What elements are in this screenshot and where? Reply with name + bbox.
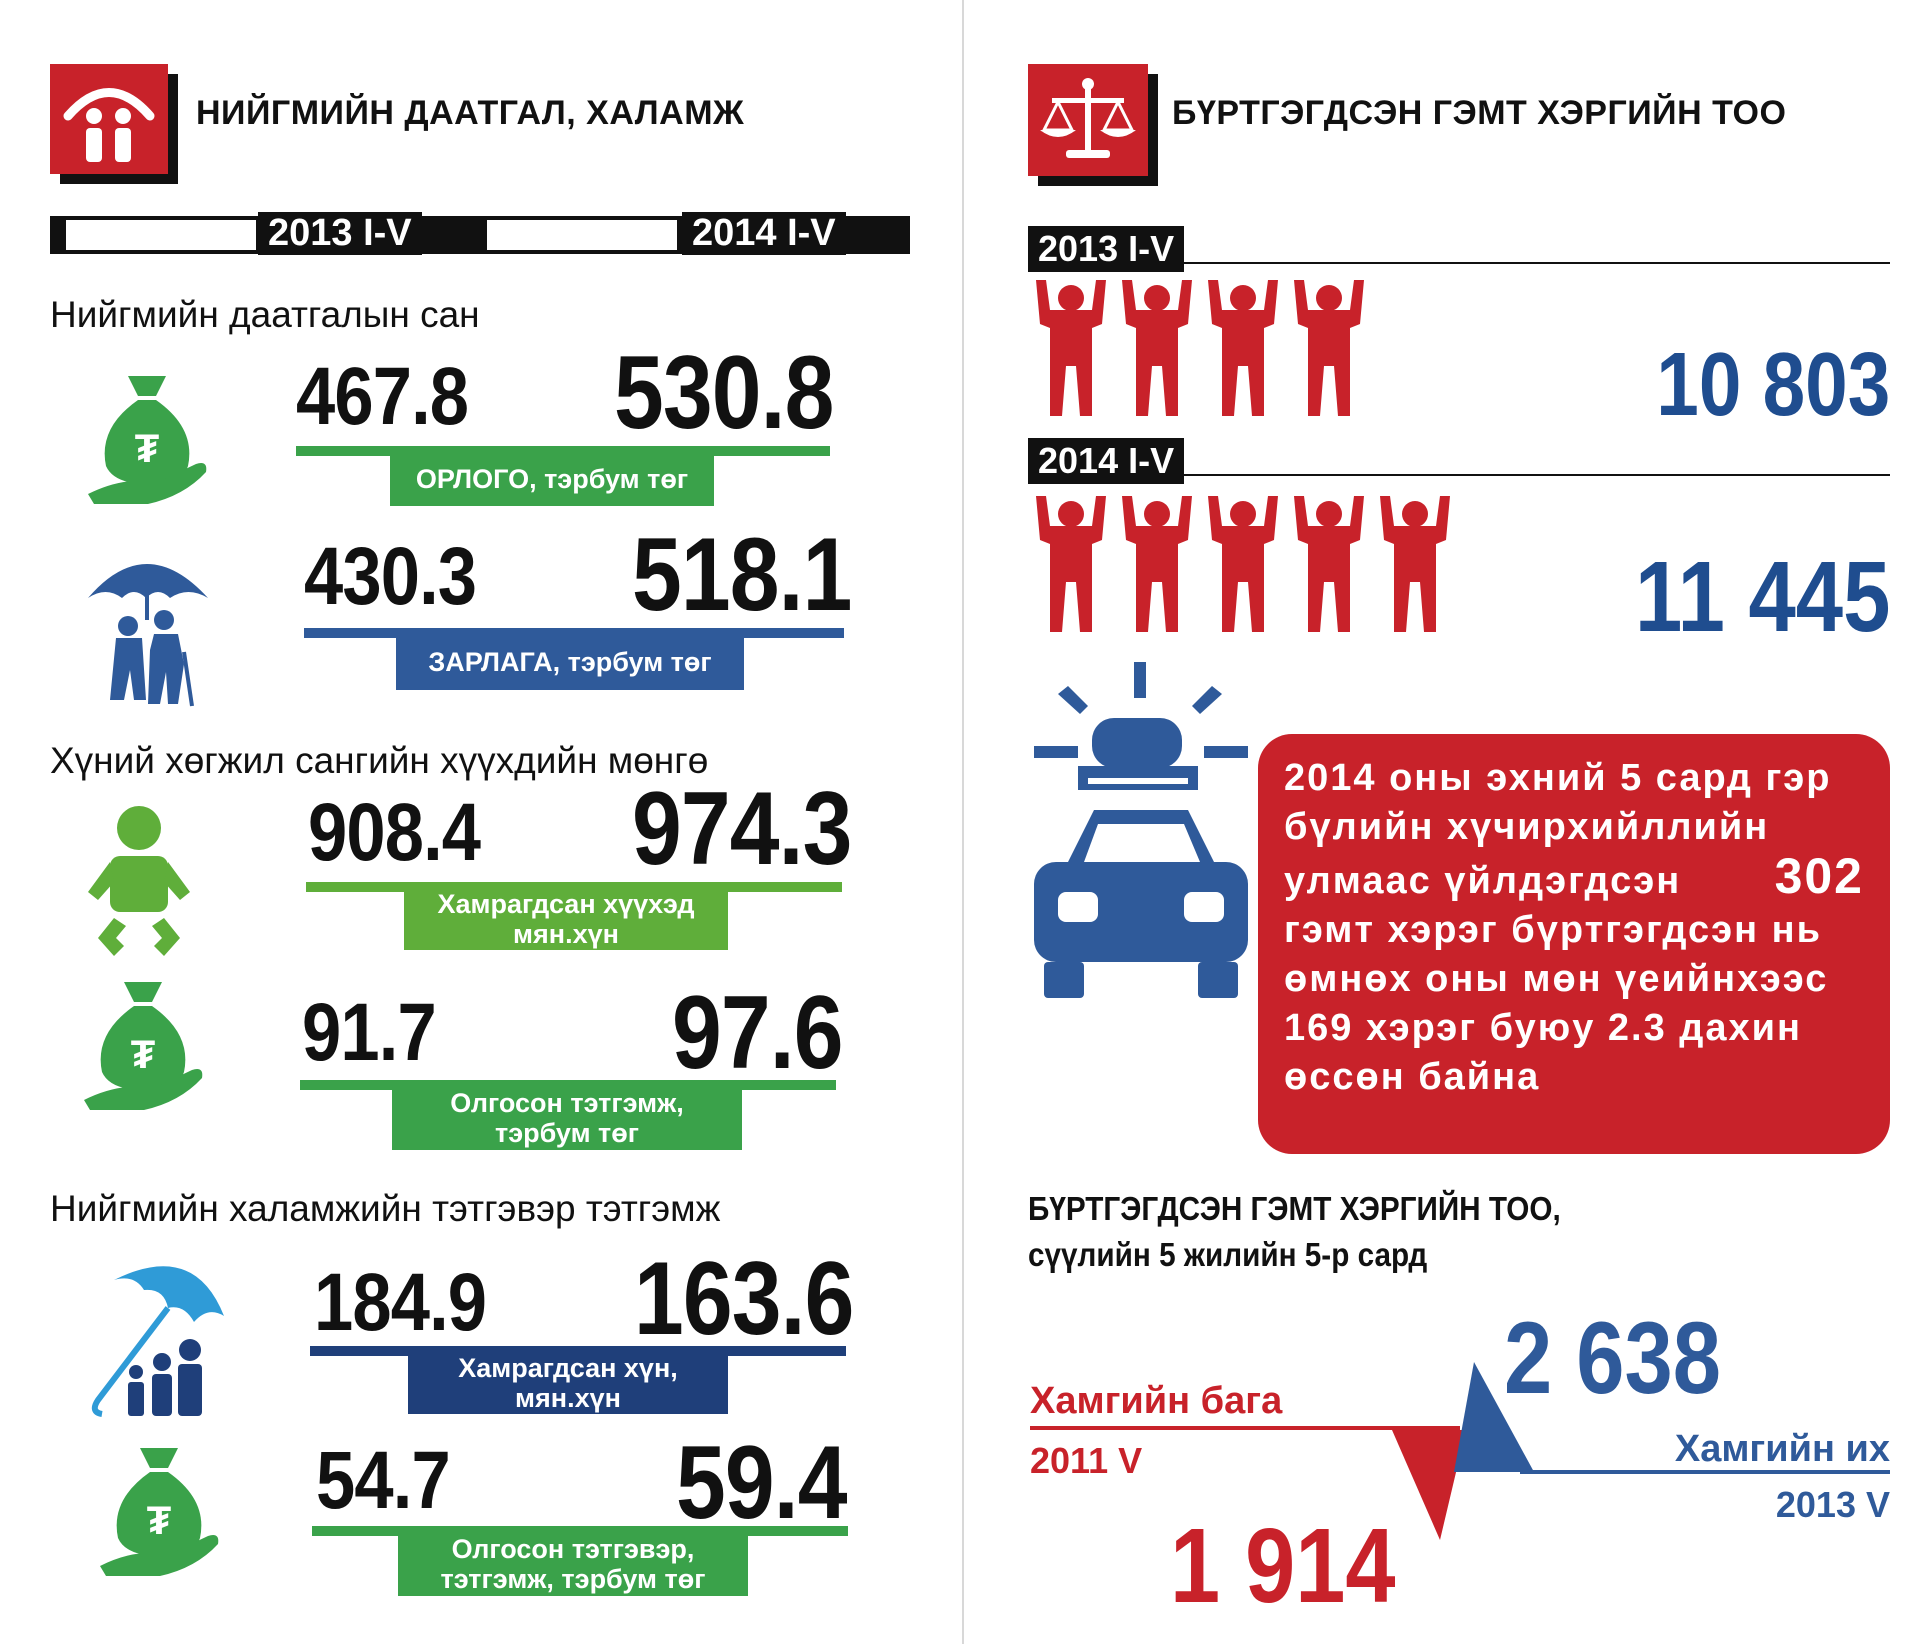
- crime-year-2014-rule: [1028, 474, 1890, 476]
- expense-line: [304, 628, 844, 638]
- welfare-allowance-label: Олгосон тэтгэвэр, тэтгэмж, тэрбум төг: [398, 1532, 748, 1596]
- person-figure-icon: [1208, 496, 1278, 632]
- min-rule: [1030, 1426, 1460, 1430]
- value-2013-child-allowance: 91.7: [302, 987, 437, 1078]
- value-2013-expense: 430.3: [304, 531, 477, 622]
- welfare-allowance-label-line-2: тэтгэмж, тэрбум төг: [440, 1564, 706, 1594]
- domestic-violence-note: 2014 оны эхний 5 сард гэр бүлийн хүчирхи…: [1258, 734, 1890, 1154]
- max-triangle: [1454, 1362, 1534, 1472]
- person-figure-icon: [1036, 280, 1106, 416]
- crime-figures-2014: [1028, 490, 1488, 632]
- value-2013-children: 908.4: [308, 787, 481, 878]
- welfare-allowance-line: [312, 1526, 848, 1536]
- crime-year-2014: 2014 I-V: [1028, 438, 1185, 484]
- section-heading-welfare: Нийгмийн халамжийн тэтгэвэр тэтгэмж: [50, 1188, 721, 1229]
- child-allowance-line: [300, 1080, 836, 1090]
- value-2014-child-allowance: 97.6: [672, 975, 844, 1091]
- max-rule: [1520, 1470, 1890, 1474]
- value-2013-welfare-people: 184.9: [314, 1257, 487, 1348]
- value-2014-welfare-allowance: 59.4: [676, 1425, 848, 1541]
- min-period: 2011 V: [1030, 1440, 1143, 1481]
- family-shelter-icon: [50, 64, 168, 174]
- bottom-title-line-1: БҮРТГЭГДСЭН ГЭМТ ХЭРГИЙН ТОО,: [1028, 1190, 1561, 1227]
- children-label-line-2: мян.хүн: [513, 919, 619, 949]
- value-2014-children: 974.3: [632, 771, 852, 887]
- money-bag-hand-icon: ₮: [84, 368, 214, 508]
- value-2014-revenue: 530.8: [614, 335, 834, 451]
- section-heading-social-insurance: Нийгмийн даатгалын сан: [50, 294, 480, 335]
- svg-text:₮: ₮: [131, 1033, 155, 1077]
- note-line-7: өссөн байна: [1284, 1056, 1541, 1098]
- person-figure-icon: [1036, 496, 1106, 632]
- max-value: 2 638: [1504, 1301, 1721, 1415]
- crime-year-2013: 2013 I-V: [1028, 226, 1185, 272]
- money-bag-hand-icon: ₮: [96, 1440, 226, 1580]
- welfare-people-label: Хамрагдсан хүн, мян.хүн: [408, 1352, 728, 1414]
- bottom-title-line-2: сүүлийн 5 жилийн 5-р сард: [1028, 1236, 1428, 1273]
- elderly-umbrella-icon: [84, 540, 214, 710]
- welfare-people-label-line-1: Хамрагдсан хүн,: [458, 1353, 678, 1383]
- crime-year-2013-rule: [1028, 262, 1890, 264]
- min-label: Хамгийн бага: [1030, 1380, 1283, 1422]
- note-line-3: улмаас үйлдэгдсэн: [1284, 860, 1682, 902]
- person-figure-icon: [1208, 280, 1278, 416]
- crime-value-2014: 11 445: [1634, 541, 1890, 653]
- min-value: 1 914: [1170, 1507, 1396, 1625]
- child-allowance-label: Олгосон тэтгэмж, тэрбум төг: [392, 1086, 742, 1150]
- money-bag-hand-icon: ₮: [80, 974, 210, 1114]
- police-car-icon: [1028, 662, 1258, 1022]
- revenue-line: [296, 446, 830, 456]
- children-label: Хамрагдсан хүүхэд мян.хүн: [404, 888, 728, 950]
- left-title: НИЙГМИЙН ДААТГАЛ, ХАЛАМЖ: [196, 94, 745, 132]
- family-umbrella-icon: [84, 1250, 234, 1420]
- note-line-1: 2014 оны эхний 5 сард гэр: [1284, 757, 1832, 799]
- note-line-5: өмнөх оны мөн үеийнхээс: [1284, 958, 1829, 1000]
- value-2013-welfare-allowance: 54.7: [316, 1435, 451, 1526]
- note-highlight-302: 302: [1774, 848, 1864, 904]
- left-year-bar-inner: [66, 220, 256, 250]
- revenue-label: ОРЛОГО, тэрбум төг: [390, 452, 714, 506]
- welfare-people-line: [310, 1346, 846, 1356]
- expense-label-text: ЗАРЛАГА, тэрбум төг: [428, 647, 712, 677]
- year-label-2013: 2013 I-V: [258, 212, 422, 255]
- left-year-bar-inner-2: [487, 220, 677, 250]
- svg-text:₮: ₮: [147, 1499, 171, 1543]
- value-2014-welfare-people: 163.6: [634, 1241, 854, 1357]
- max-period: 2013 V: [1775, 1484, 1890, 1525]
- min-triangle: [1392, 1430, 1466, 1540]
- person-figure-icon: [1122, 496, 1192, 632]
- note-line-2: бүлийн хүчирхийллийн: [1284, 806, 1770, 848]
- svg-text:₮: ₮: [135, 427, 159, 471]
- scales-of-justice-icon: [1028, 64, 1148, 176]
- children-line: [306, 882, 842, 892]
- crime-value-2013: 10 803: [1656, 335, 1890, 435]
- child-allowance-label-line-1: Олгосон тэтгэмж,: [450, 1088, 684, 1118]
- child-allowance-label-line-2: тэрбум төг: [494, 1118, 640, 1148]
- max-label: Хамгийн их: [1674, 1428, 1890, 1470]
- person-figure-icon: [1380, 496, 1450, 632]
- expense-label: ЗАРЛАГА, тэрбум төг: [396, 634, 744, 690]
- value-2013-revenue: 467.8: [296, 351, 469, 442]
- value-2014-expense: 518.1: [632, 517, 852, 633]
- welfare-people-label-line-2: мян.хүн: [515, 1383, 621, 1413]
- person-figure-icon: [1294, 496, 1364, 632]
- note-line-4: гэмт хэрэг бүртгэгдсэн нь: [1284, 909, 1822, 951]
- revenue-label-text: ОРЛОГО, тэрбум төг: [415, 464, 689, 494]
- child-icon: [84, 800, 194, 960]
- page-divider: [962, 0, 964, 1644]
- year-label-2014: 2014 I-V: [682, 212, 846, 255]
- crime-figures-2013: [1028, 274, 1388, 416]
- right-title: БҮРТГЭГДСЭН ГЭМТ ХЭРГИЙН ТОО: [1172, 94, 1787, 132]
- section-heading-child-money: Хүний хөгжил сангийн хүүхдийн мөнгө: [50, 740, 709, 781]
- children-label-line-1: Хамрагдсан хүүхэд: [437, 889, 695, 919]
- welfare-allowance-label-line-1: Олгосон тэтгэвэр,: [451, 1534, 695, 1564]
- note-line-6: 169 хэрэг буюу 2.3 дахин: [1284, 1007, 1802, 1049]
- person-figure-icon: [1294, 280, 1364, 416]
- person-figure-icon: [1122, 280, 1192, 416]
